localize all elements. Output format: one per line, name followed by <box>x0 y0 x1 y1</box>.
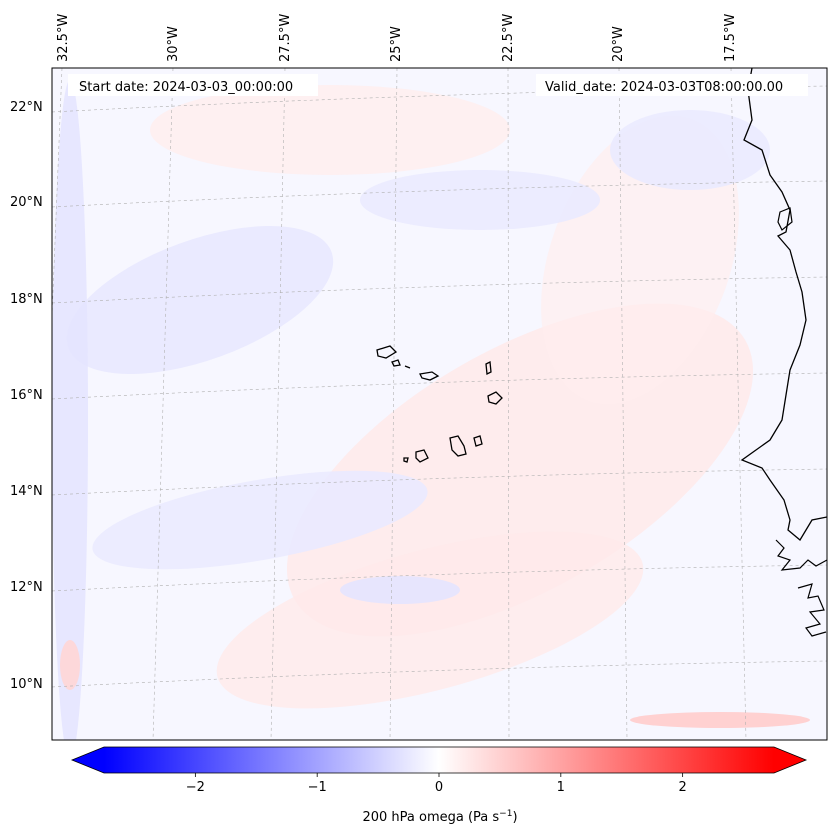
lat-label: 12°N <box>10 580 43 595</box>
gridline-lon <box>152 68 174 740</box>
colorbar-label-close: ) <box>512 810 517 825</box>
valid-date-annotation: Valid_date: 2024-03-03T08:00:00.00 <box>536 74 808 96</box>
gridline-lat <box>52 180 827 208</box>
lat-label: 10°N <box>10 677 43 692</box>
omega-negative-area <box>92 470 428 570</box>
start-date-text: Start date: 2024-03-03_00:00:00 <box>79 80 293 95</box>
lat-label: 22°N <box>10 100 43 115</box>
lat-labels: 22°N 20°N 18°N 16°N 14°N 12°N 10°N <box>10 100 43 692</box>
omega-negative-area <box>340 576 460 604</box>
colorbar-label-exponent: −1 <box>499 809 512 819</box>
start-date-annotation: Start date: 2024-03-03_00:00:00 <box>68 74 318 96</box>
colorbar-tick-label: 1 <box>557 780 565 795</box>
lat-label: 20°N <box>10 195 43 210</box>
omega-negative-area <box>52 80 88 740</box>
gridline-lon <box>618 68 628 740</box>
lon-labels: 32.5°W 30°W 27.5°W 25°W 22.5°W 20°W 17.5… <box>56 14 738 62</box>
omega-negative-area <box>360 170 600 230</box>
omega-negative-area <box>610 110 770 190</box>
island-sao-nicolau <box>419 371 440 381</box>
gridline-lat <box>52 276 827 304</box>
colorbar-ticks: −2 −1 0 1 2 <box>186 773 687 795</box>
colorbar-outline <box>70 746 808 774</box>
omega-positive-area <box>60 640 80 690</box>
lat-label: 14°N <box>10 484 43 499</box>
colorbar-extend-min <box>72 747 104 773</box>
colorbar-extend-max <box>774 747 806 773</box>
island-maio <box>473 435 483 447</box>
lat-label: 16°N <box>10 388 43 403</box>
island-brava <box>403 457 409 463</box>
lon-label: 32.5°W <box>56 14 71 62</box>
colorbar: −2 −1 0 1 2 200 hPa omega (Pa s−1) <box>70 746 808 825</box>
island-boa-vista <box>487 391 503 405</box>
lon-label: 20°W <box>611 26 626 62</box>
start-date-box <box>68 74 318 96</box>
omega-positive-area <box>216 531 644 709</box>
omega-negative-area <box>66 226 334 374</box>
gridline-lon <box>730 68 747 740</box>
omega-positive-area <box>630 712 810 728</box>
omega-field <box>52 68 827 740</box>
valid-date-text: Valid_date: 2024-03-03T08:00:00.00 <box>545 80 783 95</box>
gridline-lon <box>507 68 510 740</box>
coastline-africa <box>797 583 827 637</box>
gridline-lon <box>270 68 286 740</box>
cape-verde-islands <box>376 345 503 463</box>
island-fogo <box>415 449 429 463</box>
lat-label: 18°N <box>10 292 43 307</box>
colorbar-tick-label: −2 <box>186 780 205 795</box>
lon-label: 25°W <box>389 26 404 62</box>
valid-date-box <box>536 74 808 96</box>
lon-label: 22.5°W <box>501 14 516 62</box>
coastline-africa <box>775 539 827 571</box>
island-santo-antao <box>376 345 398 359</box>
colorbar-tick-label: 2 <box>678 780 686 795</box>
gridline-lat <box>52 372 827 400</box>
lon-label: 30°W <box>166 26 181 62</box>
gridline-lat <box>52 564 827 592</box>
map-panel <box>51 67 828 741</box>
gridlines <box>52 68 827 740</box>
coastline-africa <box>740 68 827 541</box>
map-frame <box>51 67 828 741</box>
gridline-lon <box>389 68 398 740</box>
colorbar-gradient <box>104 747 774 773</box>
colorbar-tick-label: −1 <box>308 780 327 795</box>
island-sal <box>485 360 492 376</box>
island-sao-vicente <box>391 359 401 367</box>
colorbar-label: 200 hPa omega (Pa s−1) <box>362 809 517 825</box>
gridline-lat <box>52 468 827 496</box>
island-santiago <box>449 435 467 457</box>
lon-label: 27.5°W <box>278 14 293 62</box>
omega-positive-area <box>150 85 510 175</box>
island-santa-luzia <box>404 365 411 369</box>
gridline-lat <box>52 85 827 113</box>
coastline-island <box>777 207 793 231</box>
gridline-lat <box>52 660 827 688</box>
colorbar-tick-label: 0 <box>435 780 443 795</box>
colorbar-label-text: 200 hPa omega (Pa s <box>362 810 499 825</box>
lon-label: 17.5°W <box>723 14 738 62</box>
